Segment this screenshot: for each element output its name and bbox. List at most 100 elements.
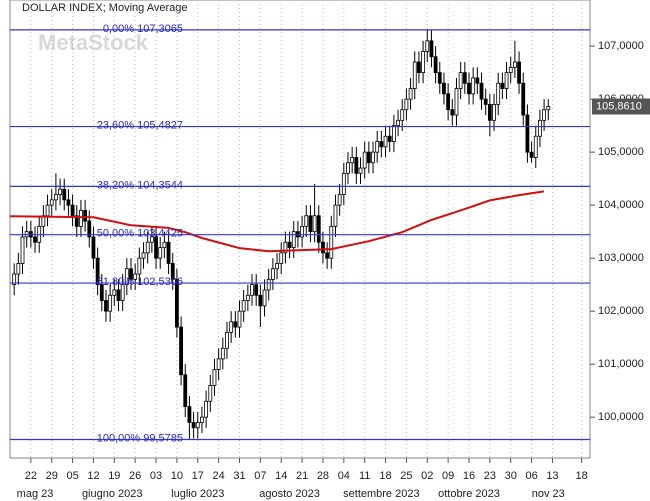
candle-body: [137, 257, 142, 275]
candle-body: [179, 326, 183, 376]
month-label: settembre 2023: [343, 488, 419, 500]
candle-body: [358, 167, 363, 174]
candle-body: [162, 241, 167, 248]
candle-body: [375, 141, 380, 153]
grid: 100,0000 101,0000 102,0000 103,0000 104,0000…: [17, 0, 644, 500]
y-tick-label: 107,0000: [598, 40, 644, 52]
candle-body: [425, 40, 430, 52]
candle-body: [124, 268, 129, 286]
candle-body: [79, 210, 83, 227]
x-tick-label: 14: [275, 470, 287, 482]
candle-body: [479, 82, 484, 100]
candle-body: [404, 98, 409, 111]
last-price-box: [592, 98, 650, 115]
candle-body: [316, 215, 321, 243]
candle-body: [45, 204, 50, 217]
x-tick-label: 19: [108, 470, 120, 482]
x-tick-label: 22: [25, 470, 37, 482]
candle-body: [91, 236, 96, 259]
candle-body: [437, 72, 442, 84]
candle-body: [87, 220, 92, 238]
candle-body: [49, 199, 54, 206]
candle-body: [12, 273, 17, 286]
x-tick-label: 06: [525, 470, 537, 482]
candle-body: [329, 225, 334, 259]
candle-body: [287, 241, 292, 248]
candle-body: [175, 278, 179, 328]
candle-body: [108, 294, 113, 312]
candle-body: [421, 51, 425, 74]
month-label: agosto 2023: [259, 488, 320, 500]
candle-body: [521, 82, 526, 116]
candle-body: [542, 109, 547, 121]
month-label: nov 23: [532, 488, 565, 500]
x-tick-label: 21: [296, 470, 308, 482]
x-tick-label: 24: [213, 470, 225, 482]
candle-body: [337, 194, 342, 206]
candle-body: [141, 252, 146, 259]
candle-body: [429, 40, 434, 58]
candle-body: [450, 109, 455, 116]
x-tick-label: 02: [421, 470, 433, 482]
candle-body: [104, 300, 108, 312]
x-tick-label: 18: [576, 470, 588, 482]
candle-body: [229, 321, 234, 333]
candle-body: [321, 241, 325, 254]
x-tick-label: 28: [317, 470, 329, 482]
candle-body: [508, 66, 513, 74]
candle-body: [408, 88, 413, 100]
last-price-label: 105,8610: [596, 100, 642, 112]
month-label: ottobre 2023: [438, 488, 500, 500]
candle-body: [346, 162, 350, 174]
fib-label: 23,60% 105,4827: [97, 119, 183, 131]
candle-body: [250, 284, 254, 296]
candle-body: [225, 331, 229, 349]
candle-body: [446, 93, 451, 111]
candle-body: [149, 236, 154, 243]
moving-average: [9, 190, 545, 253]
x-tick-label: 31: [233, 470, 245, 482]
x-tick-label: 18: [379, 470, 391, 482]
candle-body: [442, 82, 446, 95]
candle-body: [533, 135, 538, 158]
x-tick-label: 26: [129, 470, 141, 482]
y-tick-label: 104,0000: [598, 199, 644, 211]
candle-body: [354, 157, 359, 174]
plot-frame: [9, 0, 591, 459]
candle-body: [74, 215, 79, 227]
candle-body: [145, 241, 150, 254]
candle-body: [341, 172, 346, 195]
candle-body: [133, 273, 138, 280]
candle-body: [462, 72, 467, 84]
candle-body: [62, 188, 67, 201]
candle-body: [387, 135, 392, 142]
x-tick-label: 04: [338, 470, 350, 482]
x-tick-label: 13: [546, 470, 558, 482]
candle-body: [308, 215, 313, 233]
candle-body: [120, 284, 125, 301]
candle-body: [333, 204, 338, 227]
x-tick-label: 23: [484, 470, 496, 482]
candle-body: [270, 268, 275, 280]
y-tick-label: 105,0000: [598, 146, 644, 158]
candle-body: [538, 119, 542, 137]
candle-body: [200, 416, 204, 423]
candle-body: [220, 347, 225, 360]
candle-body: [195, 422, 200, 429]
candle-body: [304, 215, 309, 227]
candle-body: [483, 98, 488, 105]
x-tick-label: 29: [46, 470, 58, 482]
x-tick-label: 10: [171, 470, 183, 482]
candle-body: [283, 241, 288, 254]
candle-body: [496, 82, 501, 105]
candle-body: [312, 215, 317, 233]
candle-body: [170, 263, 175, 280]
candle-body: [325, 252, 330, 259]
candle-body: [492, 104, 496, 121]
candle-body: [300, 225, 304, 238]
candle-body: [212, 369, 217, 386]
x-tick-label: 03: [150, 470, 162, 482]
candle-body: [433, 56, 438, 74]
candle-body: [262, 289, 267, 307]
fib-label: 50,00% 103,4425: [97, 228, 183, 240]
